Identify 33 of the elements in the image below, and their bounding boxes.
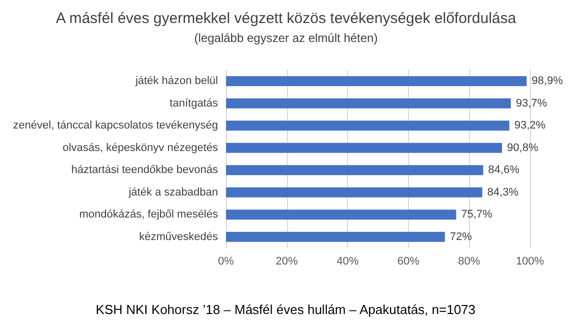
y-tick-label: kézműveskedés	[139, 230, 218, 243]
data-label: 90,8%	[507, 142, 538, 154]
y-tick-label: zenével, tánccal kapcsolatos tevékenység	[13, 120, 218, 132]
x-tick-label: 0%	[218, 256, 234, 268]
bar	[226, 120, 510, 131]
chart-subtitle: (legalább egyszer az elmúlt héten)	[194, 31, 378, 45]
y-tick-label: olvasás, képeskönyv nézegetés	[62, 142, 218, 154]
bar	[226, 232, 445, 242]
y-tick-label: tanítgatás	[170, 97, 218, 110]
y-tick-label: játék a szabadban	[128, 186, 218, 198]
x-tick-label: 80%	[458, 256, 480, 268]
bar	[226, 210, 456, 220]
bar	[226, 76, 527, 86]
x-tick-label: 20%	[276, 256, 298, 268]
data-label: 93,2%	[514, 120, 546, 132]
x-tick-label: 60%	[397, 256, 420, 268]
data-label: 75,7%	[461, 208, 493, 221]
data-label: 98,9%	[532, 75, 564, 88]
bar	[226, 165, 484, 176]
data-label: 84,3%	[487, 186, 519, 198]
text: KSH NKI Kohorsz ’18 – Másfél éves hullám – Apakutatás, n=1073	[96, 302, 476, 317]
y-tick-label: háztartási teendőkbe bevonás	[71, 164, 218, 176]
y-tick-label: játék házon belül	[134, 75, 218, 88]
x-tick-label: 40%	[336, 256, 359, 268]
y-tick-label: mondókázás, fejből mesélés	[79, 208, 218, 221]
chart-title: A másfél éves gyermekkel végzett közös tevékenységek előfordulása	[56, 10, 517, 27]
data-label: 84,6%	[488, 164, 520, 176]
data-label: 72%	[450, 230, 472, 243]
bar	[226, 142, 502, 153]
x-tick-label: 100%	[516, 256, 544, 268]
bar	[226, 98, 511, 108]
bar	[226, 187, 482, 198]
data-label: 93,7%	[516, 97, 548, 110]
